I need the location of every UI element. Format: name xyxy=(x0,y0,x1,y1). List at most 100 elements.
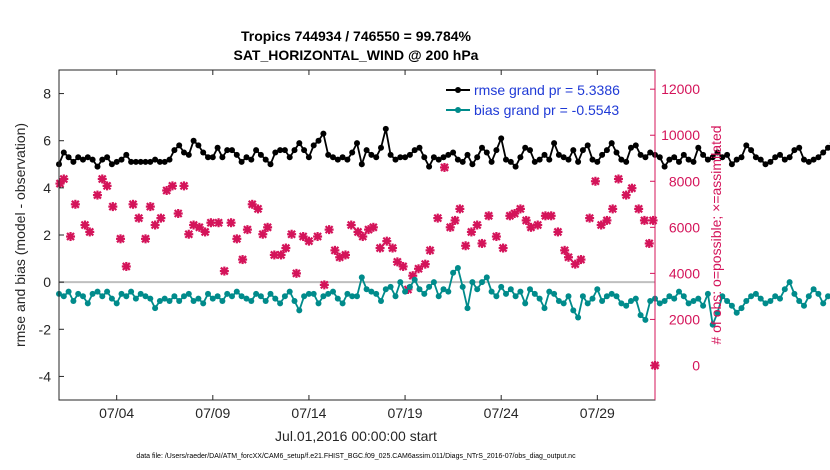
bias-point xyxy=(666,293,673,300)
bias-point xyxy=(704,290,711,297)
bias-point xyxy=(628,298,634,304)
rmse-point xyxy=(368,151,375,158)
obs-assimilated-point xyxy=(576,255,586,265)
x-tick-label: 07/14 xyxy=(291,405,326,421)
bias-point xyxy=(373,290,380,297)
obs-assimilated-point xyxy=(108,202,118,212)
rmse-point xyxy=(70,158,77,165)
rmse-point xyxy=(440,154,447,161)
rmse-point xyxy=(435,156,442,163)
obs-assimilated-point xyxy=(602,215,612,225)
rmse-point xyxy=(344,156,351,163)
rmse-point xyxy=(397,154,404,161)
obs-assimilated-point xyxy=(232,234,242,244)
obs-assimilated-point xyxy=(242,225,252,235)
rmse-point xyxy=(743,142,750,149)
rmse-point xyxy=(185,151,192,158)
bias-point xyxy=(406,283,413,290)
bias-point xyxy=(805,293,812,300)
rmse-point xyxy=(238,158,245,165)
bias-point xyxy=(772,293,779,300)
rmse-point xyxy=(176,142,183,149)
bias-point xyxy=(801,302,807,309)
obs-assimilated-point xyxy=(141,234,151,244)
obs-assimilated-point xyxy=(553,227,563,237)
rmse-point xyxy=(459,158,466,165)
bias-point xyxy=(565,293,572,300)
bias-point xyxy=(325,290,332,297)
obs-assimilated-point xyxy=(563,252,573,262)
bias-point xyxy=(94,288,101,295)
rmse-point xyxy=(738,154,745,161)
rmse-point xyxy=(479,144,485,151)
bias-point xyxy=(156,298,163,304)
rmse-point xyxy=(464,151,471,158)
bias-point xyxy=(445,288,452,295)
rmse-point xyxy=(719,154,726,161)
obs-assimilated-point xyxy=(92,190,102,200)
rmse-point xyxy=(493,147,500,154)
bias-point xyxy=(262,298,269,304)
bias-point xyxy=(757,295,764,302)
bias-point xyxy=(680,293,687,300)
rmse-point xyxy=(65,154,72,161)
obs-assimilated-point xyxy=(472,220,482,230)
rmse-point xyxy=(161,158,168,165)
rmse-point xyxy=(113,158,120,165)
bias-point xyxy=(623,302,630,309)
rmse-point xyxy=(84,154,91,161)
obs-assimilated-point xyxy=(214,218,224,228)
bias-point xyxy=(618,300,625,307)
bias-point xyxy=(84,300,91,307)
bias-point xyxy=(541,305,548,312)
rmse-point xyxy=(522,144,529,151)
rmse-point xyxy=(190,137,197,144)
bias-point xyxy=(685,300,692,307)
rmse-point xyxy=(262,156,269,163)
x-axis-label: Jul.01,2016 00:00:00 start xyxy=(275,428,437,444)
obs-assimilated-point xyxy=(455,204,465,214)
obs-assimilated-point xyxy=(238,255,248,265)
rmse-point xyxy=(565,156,572,163)
rmse-point xyxy=(99,156,106,163)
rmse-point xyxy=(209,154,216,161)
bias-point xyxy=(695,295,702,302)
bias-point xyxy=(416,286,423,293)
obs-assimilated-point xyxy=(466,227,476,237)
rmse-point xyxy=(421,154,428,161)
obs-assimilated-point xyxy=(258,229,268,239)
bias-point xyxy=(637,312,644,319)
obs-assimilated-point xyxy=(627,183,637,193)
obs-assimilated-point xyxy=(388,243,398,253)
bias-point xyxy=(603,293,610,300)
bias-point xyxy=(748,293,755,300)
legend: rmse grand pr = 5.3386 bias grand pr = -… xyxy=(440,76,650,122)
obs-assimilated-point xyxy=(439,162,449,172)
bias-point xyxy=(382,286,389,293)
obs-assimilated-point xyxy=(450,215,460,225)
rmse-point xyxy=(613,149,620,156)
obs-assimilated-point xyxy=(560,245,570,255)
obs-assimilated-point xyxy=(276,250,286,260)
rmse-point xyxy=(642,154,649,161)
rmse-point xyxy=(411,147,418,154)
bias-point xyxy=(479,279,485,286)
bias-point xyxy=(555,298,562,304)
rmse-point xyxy=(531,158,538,165)
bias-point xyxy=(176,298,183,304)
obs-assimilated-point xyxy=(498,243,508,253)
bias-point xyxy=(762,300,769,307)
rmse-point xyxy=(603,147,610,154)
bias-point xyxy=(570,307,577,314)
rmse-point xyxy=(728,161,735,168)
rmse-point xyxy=(767,158,774,165)
bias-point xyxy=(363,286,370,293)
rmse-point xyxy=(781,156,788,163)
x-tick-label: 07/29 xyxy=(580,405,615,421)
bias-point xyxy=(132,295,139,302)
bias-point xyxy=(152,305,159,312)
bias-point xyxy=(344,290,351,297)
rmse-point xyxy=(599,151,606,158)
bias-point xyxy=(450,269,457,276)
rmse-point xyxy=(507,158,514,165)
